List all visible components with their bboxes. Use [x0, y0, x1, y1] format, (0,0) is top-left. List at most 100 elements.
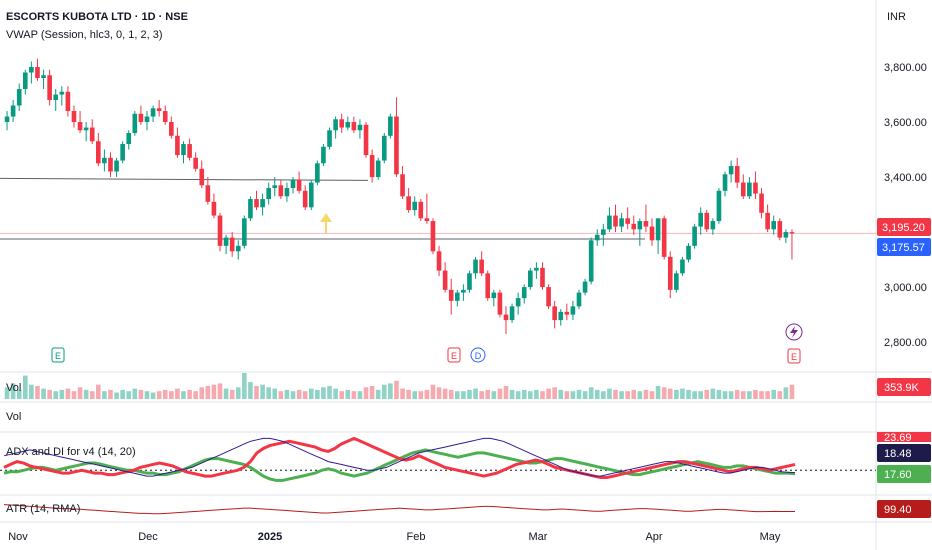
candle-body — [570, 306, 576, 315]
candle-body — [59, 91, 65, 95]
volume-bar — [570, 391, 576, 399]
volume-bar — [321, 387, 326, 399]
volume-bar — [564, 391, 570, 399]
volume-bar — [41, 388, 46, 399]
candle-body — [479, 259, 484, 274]
candle-body — [162, 111, 168, 123]
candle-body — [631, 223, 637, 230]
candle-body — [637, 221, 643, 230]
candle-body — [65, 91, 71, 112]
volume-bar — [521, 389, 527, 399]
volume-bar — [777, 391, 783, 399]
volume-bar — [631, 389, 637, 399]
candle-body — [120, 144, 125, 161]
candle-body — [327, 130, 332, 147]
candle-body — [71, 111, 77, 123]
candle-body — [187, 144, 192, 158]
volume-bar — [162, 389, 168, 399]
candle-body — [278, 185, 284, 197]
volume-bar — [47, 389, 52, 399]
candle-body — [588, 240, 594, 282]
volume-bar — [607, 388, 612, 399]
volume-bar — [467, 389, 472, 399]
volume-bar — [284, 389, 290, 399]
volume-bar — [400, 388, 405, 399]
volume-bar — [211, 384, 217, 399]
candle-body — [546, 287, 551, 307]
volume-bar — [150, 392, 156, 399]
volume-bar — [351, 391, 357, 399]
earnings-event-icon — [787, 348, 801, 364]
candle-body — [783, 232, 789, 238]
volume-bar — [22, 375, 28, 399]
volume-bar — [181, 391, 186, 399]
candle-body — [132, 113, 138, 134]
volume-bar — [479, 391, 484, 399]
volume-bar — [248, 382, 253, 399]
di-minus-badge — [877, 465, 931, 483]
adx-indicator-label: ADX and DI for v4 (14, 20) — [6, 446, 136, 458]
price-tick-label: 3,800.00 — [884, 62, 927, 74]
candle-body — [777, 221, 783, 238]
candle-body — [625, 218, 630, 224]
candle-body — [260, 199, 265, 208]
event-marker-label: E — [791, 352, 797, 362]
volume-bar — [187, 389, 192, 399]
time-axis-label: Nov — [8, 531, 28, 543]
candle-body — [564, 311, 570, 315]
volume-bar — [619, 391, 624, 399]
candle-body — [759, 193, 764, 213]
volume-bar — [643, 389, 649, 399]
volume-bar — [515, 391, 521, 399]
candle-body — [442, 270, 448, 290]
volume-bar — [175, 388, 180, 399]
last-price-badge — [877, 218, 931, 236]
volume-bar — [95, 384, 101, 399]
candle-body — [156, 108, 162, 112]
candle-body — [284, 188, 290, 197]
adx-series-line — [3, 437, 796, 477]
volume-bar — [229, 389, 235, 399]
candle-body — [35, 67, 40, 79]
volume-bar — [667, 388, 673, 399]
volume-bar — [448, 389, 454, 399]
volume-bar — [388, 383, 393, 399]
candle-body — [728, 166, 734, 175]
candle-body — [138, 113, 144, 123]
volume-bar — [753, 389, 758, 399]
candle-body — [22, 72, 28, 90]
candle-body — [601, 229, 606, 235]
candle-body — [357, 124, 363, 131]
volume-bar — [406, 389, 411, 399]
volume-bar — [278, 391, 284, 399]
candle-body — [710, 221, 716, 230]
volume-bar — [327, 386, 332, 399]
candle-body — [789, 232, 795, 234]
volume-bar — [528, 391, 533, 399]
volume-bar — [594, 389, 600, 399]
volume-bar — [10, 383, 16, 399]
candle-body — [667, 256, 673, 290]
time-axis-label: 2025 — [258, 531, 282, 543]
candle-body — [169, 122, 174, 136]
volume-bar — [765, 391, 770, 399]
volume-bar — [649, 391, 655, 399]
horizontal-support-line — [0, 177, 369, 181]
candle-body — [704, 212, 710, 230]
volume-bar — [272, 388, 278, 399]
candle-body — [430, 221, 436, 252]
volume-bar — [375, 389, 381, 399]
candle-body — [235, 245, 241, 252]
candle-body — [740, 182, 746, 197]
volume-bar — [132, 388, 138, 399]
candle-body — [296, 179, 302, 191]
candle-body — [461, 289, 466, 293]
candle-body — [540, 267, 545, 288]
candle-body — [248, 199, 253, 219]
candle-body — [53, 94, 59, 101]
candle-body — [272, 185, 278, 189]
volume-bar — [71, 391, 77, 399]
adx-text: 18.48 — [884, 448, 912, 460]
